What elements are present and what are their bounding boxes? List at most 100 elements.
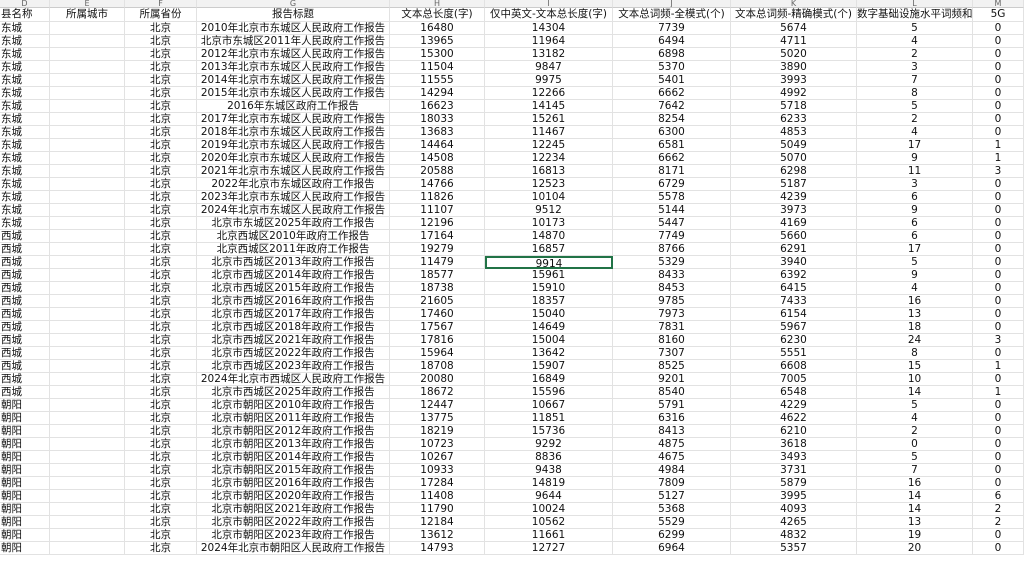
cell: 6662 [613,152,731,165]
cell: 0 [973,321,1024,334]
cell: 北京 [125,35,197,48]
cell: 3 [857,61,973,74]
cell: 5368 [613,503,731,516]
cell: 2024年北京市东城区人民政府工作报告 [197,204,390,217]
cell: 0 [973,204,1024,217]
cell: 东城 [0,178,50,191]
cell: 2 [973,516,1024,529]
cell: 东城 [0,139,50,152]
cell [50,269,125,282]
cell: 北京 [125,256,197,269]
cell: 西城 [0,360,50,373]
cell: 0 [973,100,1024,113]
cell: 北京 [125,334,197,347]
cell: 北京 [125,308,197,321]
cell: 11408 [390,490,485,503]
cell: 18033 [390,113,485,126]
cell: 15907 [485,360,613,373]
cell: 北京西城区2010年政府工作报告 [197,230,390,243]
cell: 6898 [613,48,731,61]
cell: 7 [857,74,973,87]
cell: 8413 [613,425,731,438]
cell: 5 [857,22,973,35]
cell: 北京 [125,87,197,100]
cell: 4093 [731,503,857,516]
cell: 4265 [731,516,857,529]
column-letter: F [125,0,197,8]
cell: 6299 [613,529,731,542]
cell: 东城 [0,152,50,165]
cell: 4229 [731,399,857,412]
cell: 0 [973,347,1024,360]
cell: 东城 [0,35,50,48]
cell: 15961 [485,269,613,282]
cell: 11504 [390,61,485,74]
cell: 17567 [390,321,485,334]
cell: 17 [857,139,973,152]
header-cell: 数字基础设施水平词频和 [857,8,973,22]
cell [50,386,125,399]
cell: 北京 [125,74,197,87]
cell: 4 [857,282,973,295]
cell [50,308,125,321]
cell: 北京 [125,464,197,477]
column-letter: H [390,0,485,8]
cell: 11467 [485,126,613,139]
cell: 1 [973,139,1024,152]
cell: 5879 [731,477,857,490]
cell: 0 [973,74,1024,87]
cell: 0 [973,308,1024,321]
cell: 14819 [485,477,613,490]
cell: 6608 [731,360,857,373]
cell: 4984 [613,464,731,477]
cell: 4 [857,412,973,425]
cell [50,113,125,126]
cell: 12447 [390,399,485,412]
cell: 18672 [390,386,485,399]
cell: 11826 [390,191,485,204]
cell: 北京市西城区2021年政府工作报告 [197,334,390,347]
cell: 3973 [731,204,857,217]
cell: 北京 [125,126,197,139]
cell: 北京 [125,243,197,256]
cell: 9512 [485,204,613,217]
cell: 北京 [125,425,197,438]
cell: 北京市朝阳区2015年政府工作报告 [197,464,390,477]
selected-cell[interactable]: 9914 [485,256,613,269]
cell: 14464 [390,139,485,152]
cell: 7005 [731,373,857,386]
cell [50,126,125,139]
cell: 4169 [731,217,857,230]
cell: 0 [973,48,1024,61]
cell: 15736 [485,425,613,438]
column-letter: M [973,0,1024,8]
cell: 北京市朝阳区2016年政府工作报告 [197,477,390,490]
header-cell: 文本总词频-全模式(个) [613,8,731,22]
cell: 4992 [731,87,857,100]
cell: 4239 [731,191,857,204]
cell: 6 [973,490,1024,503]
cell: 北京 [125,321,197,334]
cell: 东城 [0,204,50,217]
cell: 12266 [485,87,613,100]
cell: 2016年东城区政府工作报告 [197,100,390,113]
cell: 17 [857,243,973,256]
cell: 2 [857,425,973,438]
cell: 5049 [731,139,857,152]
cell [50,529,125,542]
cell: 17460 [390,308,485,321]
cell: 3 [973,165,1024,178]
header-cell: 所属城市 [50,8,125,22]
cell: 20 [857,542,973,555]
cell: 1 [973,152,1024,165]
cell: 18708 [390,360,485,373]
cell: 15 [857,360,973,373]
cell: 2014年北京市东城区人民政府工作报告 [197,74,390,87]
cell: 3993 [731,74,857,87]
cell: 14649 [485,321,613,334]
cell [50,321,125,334]
cell [50,347,125,360]
column-letter: I [485,0,613,8]
cell: 13182 [485,48,613,61]
cell: 3 [973,334,1024,347]
